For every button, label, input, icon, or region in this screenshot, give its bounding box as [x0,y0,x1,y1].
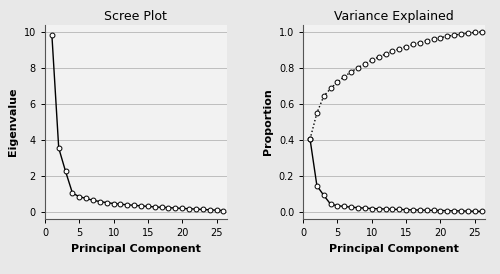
Line: Cumulative: Cumulative [308,29,484,142]
Cumulative [478,30,484,33]
Proportion [410,208,416,212]
Cumulative [444,35,450,38]
Cumulative [314,111,320,115]
Cumulative [382,52,388,56]
Cumulative [410,43,416,46]
Cumulative [403,45,409,48]
Cumulative [321,95,327,98]
Y-axis label: Proportion: Proportion [263,89,273,155]
Proportion [355,206,361,209]
Cumulative [451,33,457,37]
Proportion [417,209,423,212]
Cumulative [465,32,471,35]
Proportion [403,208,409,211]
Cumulative [417,41,423,44]
Proportion [362,207,368,210]
Proportion [438,209,444,212]
Proportion [382,207,388,211]
Cumulative [430,38,436,41]
Cumulative [458,32,464,36]
Proportion [465,209,471,213]
Proportion [314,184,320,187]
Title: Scree Plot: Scree Plot [104,10,168,24]
Cumulative [342,75,347,78]
Cumulative [328,87,334,90]
Proportion [342,205,347,208]
X-axis label: Principal Component: Principal Component [329,244,459,254]
Cumulative [369,59,375,62]
Cumulative [472,31,478,34]
Proportion [390,208,396,211]
Proportion [451,209,457,212]
Proportion [424,209,430,212]
Proportion [458,209,464,213]
Cumulative [307,138,313,141]
Proportion [321,194,327,197]
Proportion [396,208,402,211]
Proportion [376,207,382,210]
Y-axis label: Eigenvalue: Eigenvalue [8,88,18,156]
Proportion [369,207,375,210]
Proportion [307,138,313,141]
Line: Proportion: Proportion [308,137,484,214]
Title: Variance Explained: Variance Explained [334,10,454,24]
Cumulative [438,36,444,39]
Cumulative [376,55,382,59]
Proportion [348,206,354,209]
Cumulative [348,70,354,73]
Cumulative [334,81,340,84]
Cumulative [355,66,361,69]
Proportion [430,209,436,212]
Cumulative [390,50,396,53]
Proportion [478,210,484,213]
Proportion [472,210,478,213]
Proportion [334,204,340,207]
Cumulative [424,39,430,42]
X-axis label: Principal Component: Principal Component [71,244,201,254]
Proportion [328,202,334,206]
Cumulative [396,47,402,50]
Cumulative [362,62,368,65]
Proportion [444,209,450,212]
